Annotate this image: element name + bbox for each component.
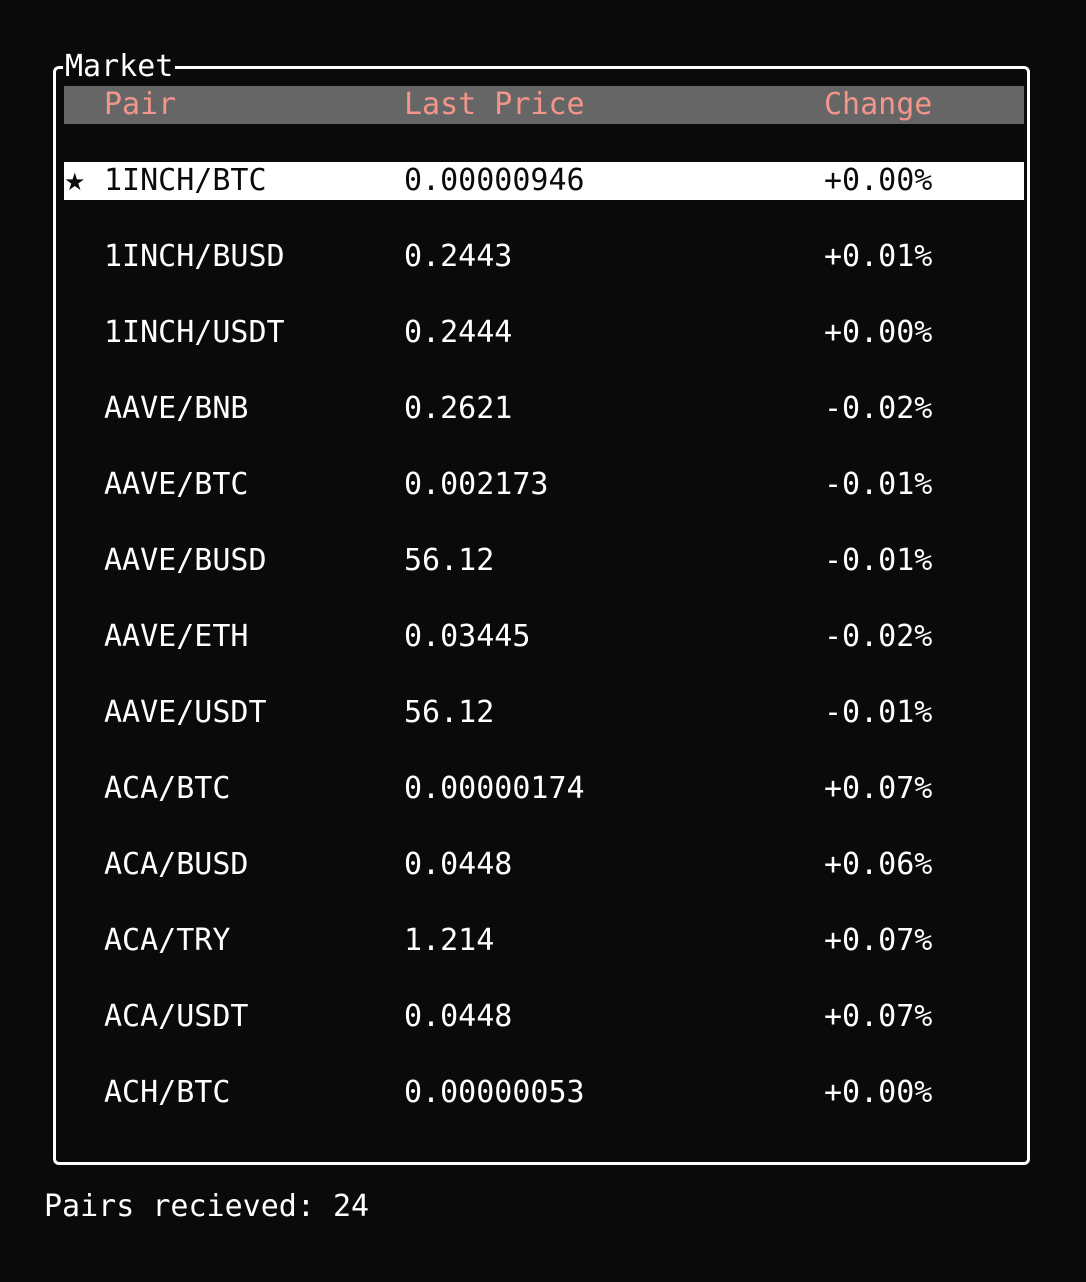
column-header-pair[interactable]: Pair xyxy=(104,87,177,122)
change-cell: -0.02% xyxy=(824,619,933,654)
market-row[interactable]: AAVE/BNB 0.2621 -0.02% xyxy=(64,390,1024,428)
pair-cell: 1INCH/BTC xyxy=(104,163,267,198)
pair-cell: AAVE/BUSD xyxy=(104,543,267,578)
selected-marker: ★ xyxy=(64,168,86,196)
pair-cell: ACA/BUSD xyxy=(104,847,249,882)
last-price-cell: 0.002173 xyxy=(404,467,549,502)
pair-cell: 1INCH/USDT xyxy=(104,315,285,350)
last-price-cell: 0.2444 xyxy=(404,315,513,350)
pair-cell: AAVE/USDT xyxy=(104,695,267,730)
market-row[interactable]: ACA/USDT 0.0448 +0.07% xyxy=(64,998,1024,1036)
change-cell: +0.07% xyxy=(824,999,933,1034)
market-panel-title: Market xyxy=(63,48,176,86)
market-row[interactable]: ACA/BUSD 0.0448 +0.06% xyxy=(64,846,1024,884)
market-row[interactable]: ACH/BTC 0.00000053 +0.00% xyxy=(64,1074,1024,1112)
last-price-cell: 0.00000174 xyxy=(404,771,585,806)
status-label: Pairs recieved: xyxy=(44,1189,315,1224)
pair-cell: AAVE/ETH xyxy=(104,619,249,654)
pair-cell: 1INCH/BUSD xyxy=(104,239,285,274)
change-cell: +0.07% xyxy=(824,923,933,958)
market-row[interactable]: ACA/BTC 0.00000174 +0.07% xyxy=(64,770,1024,808)
last-price-cell: 0.2443 xyxy=(404,239,513,274)
change-cell: +0.06% xyxy=(824,847,933,882)
pair-cell: ACH/BTC xyxy=(104,1075,231,1110)
market-row[interactable]: 1INCH/BUSD 0.2443 +0.01% xyxy=(64,238,1024,276)
market-panel xyxy=(53,66,1030,1165)
pairs-count: 24 xyxy=(333,1189,370,1224)
star-icon: ★ xyxy=(64,162,94,200)
pair-cell: AAVE/BTC xyxy=(104,467,249,502)
last-price-cell: 0.00000946 xyxy=(404,163,585,198)
pair-cell: ACA/BTC xyxy=(104,771,231,806)
last-price-cell: 56.12 xyxy=(404,695,495,730)
last-price-cell: 0.0448 xyxy=(404,847,513,882)
status-line: Pairs recieved: 24 xyxy=(44,1188,369,1226)
last-price-cell: 0.0448 xyxy=(404,999,513,1034)
change-cell: +0.00% xyxy=(824,163,933,198)
change-cell: -0.01% xyxy=(824,695,933,730)
column-header-last-price[interactable]: Last Price xyxy=(404,87,585,122)
last-price-cell: 0.00000053 xyxy=(404,1075,585,1110)
last-price-cell: 56.12 xyxy=(404,543,495,578)
change-cell: -0.01% xyxy=(824,467,933,502)
market-row[interactable]: AAVE/ETH 0.03445 -0.02% xyxy=(64,618,1024,656)
pair-cell: ACA/TRY xyxy=(104,923,231,958)
last-price-cell: 0.2621 xyxy=(404,391,513,426)
change-cell: +0.07% xyxy=(824,771,933,806)
pair-cell: ACA/USDT xyxy=(104,999,249,1034)
market-row[interactable]: AAVE/BTC 0.002173 -0.01% xyxy=(64,466,1024,504)
market-row[interactable]: ★ 1INCH/BTC 0.00000946 +0.00% xyxy=(64,162,1024,200)
market-row[interactable]: AAVE/USDT 56.12 -0.01% xyxy=(64,694,1024,732)
column-header-change[interactable]: Change xyxy=(824,87,933,122)
market-table-header: Pair Last Price Change xyxy=(64,86,1024,124)
change-cell: -0.01% xyxy=(824,543,933,578)
change-cell: -0.02% xyxy=(824,391,933,426)
market-row[interactable]: ACA/TRY 1.214 +0.07% xyxy=(64,922,1024,960)
pair-cell: AAVE/BNB xyxy=(104,391,249,426)
last-price-cell: 1.214 xyxy=(404,923,495,958)
change-cell: +0.01% xyxy=(824,239,933,274)
last-price-cell: 0.03445 xyxy=(404,619,531,654)
change-cell: +0.00% xyxy=(824,315,933,350)
market-row[interactable]: 1INCH/USDT 0.2444 +0.00% xyxy=(64,314,1024,352)
market-row[interactable]: AAVE/BUSD 56.12 -0.01% xyxy=(64,542,1024,580)
change-cell: +0.00% xyxy=(824,1075,933,1110)
